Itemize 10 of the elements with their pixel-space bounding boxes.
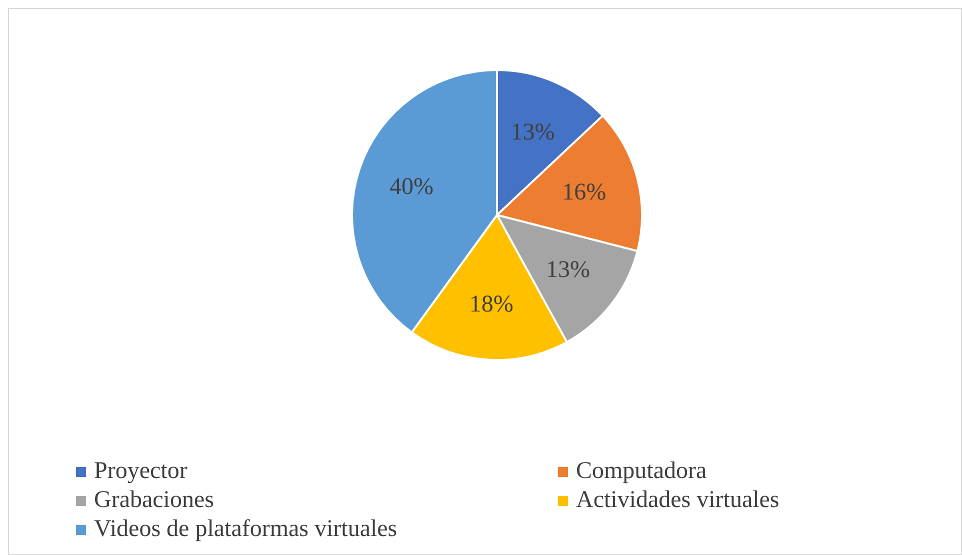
- legend-label: Computadora: [576, 457, 707, 486]
- data-label: 13%: [546, 257, 590, 284]
- legend-label: Videos de plataformas virtuales: [94, 515, 398, 544]
- legend-label: Actividades virtuales: [576, 486, 780, 515]
- legend-label: Grabaciones: [94, 486, 214, 515]
- data-label: 13%: [510, 119, 555, 146]
- legend-label: Proyector: [94, 457, 188, 486]
- data-label: 16%: [562, 180, 606, 206]
- data-label: 40%: [390, 174, 434, 200]
- data-label: 18%: [469, 292, 514, 318]
